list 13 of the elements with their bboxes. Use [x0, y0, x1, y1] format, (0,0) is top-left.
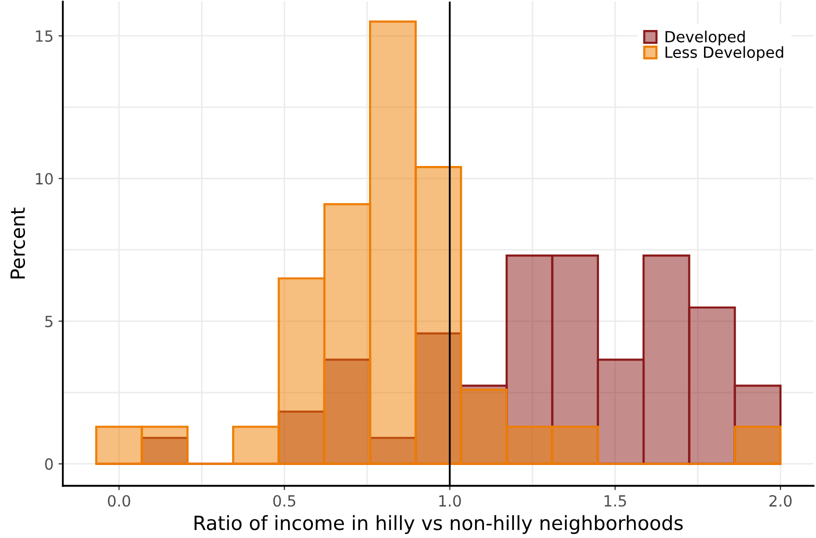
- y-tick-label: 5: [45, 316, 52, 328]
- legend-label: Less Developed: [666, 46, 784, 61]
- x-tick-label: 0.0: [108, 495, 130, 507]
- x-tick-label: 2.0: [769, 495, 792, 507]
- x-tick-label: 0.5: [273, 495, 296, 507]
- x-tick-label: 1.0: [439, 495, 461, 507]
- y-tick-label: 10: [36, 172, 53, 185]
- y-tick-label: 0: [45, 458, 53, 470]
- y-axis-title: Percent: [10, 208, 26, 278]
- x-tick-label: 1.5: [604, 495, 626, 507]
- x-axis-title: Ratio of income in hilly vs non-hilly neighborhoods: [194, 515, 683, 534]
- y-tick-label: 15: [36, 30, 52, 42]
- legend-label: Developed: [666, 30, 745, 46]
